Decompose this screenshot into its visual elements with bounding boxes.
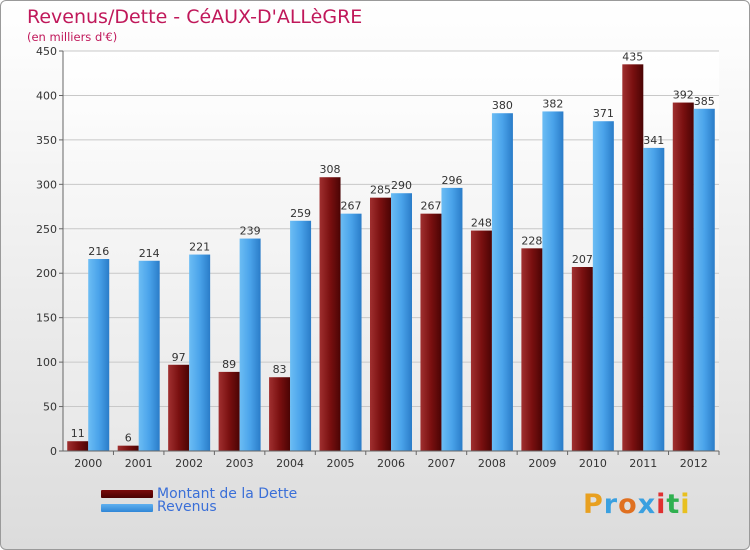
bar-revenus xyxy=(189,254,211,451)
bar-revenus xyxy=(693,108,715,452)
y-tick-label: 300 xyxy=(36,178,57,191)
bar-dette xyxy=(672,102,694,452)
logo-letter: t xyxy=(666,489,681,520)
x-tick-label: 2001 xyxy=(125,457,153,470)
x-tick-label: 2003 xyxy=(226,457,254,470)
data-label: 382 xyxy=(542,97,563,110)
y-tick-label: 100 xyxy=(36,356,57,369)
bar-revenus xyxy=(491,113,513,451)
data-label: 267 xyxy=(341,200,362,213)
y-tick-label: 0 xyxy=(50,445,57,458)
data-label: 11 xyxy=(71,427,85,440)
logo-letter: o xyxy=(618,489,638,520)
x-tick-label: 2007 xyxy=(427,457,455,470)
data-label: 221 xyxy=(189,241,210,254)
logo-letter: P xyxy=(583,489,604,520)
bar-dette xyxy=(319,177,341,451)
bar-dette xyxy=(370,197,391,451)
chart-title: Revenus/Dette - CéAUX-D'ALLèGRE xyxy=(27,6,363,28)
bar-dette xyxy=(67,441,89,451)
x-tick-label: 2009 xyxy=(528,457,556,470)
y-tick-label: 450 xyxy=(36,45,57,58)
logo-letter: r xyxy=(603,489,619,520)
bar-revenus xyxy=(138,260,160,451)
data-label: 392 xyxy=(673,89,694,102)
bar-dette xyxy=(571,267,593,451)
bar-revenus xyxy=(88,259,110,451)
x-tick-label: 2010 xyxy=(579,457,607,470)
bar-revenus xyxy=(643,147,665,451)
data-label: 248 xyxy=(471,217,492,230)
legend-label-revenus: Revenus xyxy=(157,499,217,515)
x-tick-label: 2012 xyxy=(680,457,708,470)
data-label: 371 xyxy=(593,107,614,120)
y-tick-label: 350 xyxy=(36,134,57,147)
bar-dette xyxy=(420,213,442,451)
data-label: 228 xyxy=(521,234,542,247)
x-tick-label: 2005 xyxy=(327,457,355,470)
logo-letter: x xyxy=(637,489,657,520)
logo-letter: i xyxy=(680,489,691,520)
y-tick-label: 50 xyxy=(43,401,57,414)
data-label: 380 xyxy=(492,99,513,112)
data-label: 214 xyxy=(139,247,160,260)
data-label: 341 xyxy=(643,134,664,147)
data-label: 435 xyxy=(622,50,643,63)
bar-revenus xyxy=(441,187,463,451)
data-label: 308 xyxy=(320,163,341,176)
bar-revenus xyxy=(340,213,362,451)
bar-revenus xyxy=(542,111,564,451)
x-tick-label: 2002 xyxy=(175,457,203,470)
x-tick-label: 2008 xyxy=(478,457,506,470)
data-label: 207 xyxy=(572,253,593,266)
x-tick-label: 2000 xyxy=(74,457,102,470)
data-label: 285 xyxy=(370,184,391,197)
data-label: 89 xyxy=(222,358,236,371)
bar-dette xyxy=(117,445,139,451)
bar-dette xyxy=(622,64,644,452)
legend-label-dette: Montant de la Dette xyxy=(157,486,298,502)
data-label: 259 xyxy=(290,207,311,220)
data-label: 97 xyxy=(172,351,186,364)
y-tick-label: 200 xyxy=(36,267,57,280)
bar-revenus xyxy=(290,220,312,451)
bar-revenus xyxy=(239,238,261,451)
data-label: 296 xyxy=(441,174,462,187)
legend-swatch-dette xyxy=(101,490,153,498)
bar-dette xyxy=(269,377,291,451)
y-tick-label: 250 xyxy=(36,223,57,236)
data-label: 290 xyxy=(391,179,412,192)
y-tick-label: 400 xyxy=(36,89,57,102)
bar-dette xyxy=(218,371,240,451)
bar-revenus xyxy=(592,121,614,451)
bar-dette xyxy=(470,230,492,451)
data-label: 385 xyxy=(694,95,715,108)
y-tick-label: 150 xyxy=(36,312,57,325)
data-label: 267 xyxy=(420,200,441,213)
x-tick-label: 2004 xyxy=(276,457,304,470)
x-tick-label: 2006 xyxy=(377,457,405,470)
proxiti-logo: Proxiti xyxy=(583,489,691,520)
data-label: 83 xyxy=(273,363,287,376)
legend-swatch-revenus xyxy=(101,504,153,512)
bar-dette xyxy=(521,248,543,451)
data-label: 6 xyxy=(125,432,132,445)
bar-dette xyxy=(168,364,190,451)
bar-revenus xyxy=(391,193,412,451)
data-label: 239 xyxy=(240,225,261,238)
logo-letter: i xyxy=(656,489,667,520)
chart-subtitle: (en milliers d'€) xyxy=(27,30,118,44)
data-label: 216 xyxy=(88,245,109,258)
x-tick-label: 2011 xyxy=(629,457,657,470)
